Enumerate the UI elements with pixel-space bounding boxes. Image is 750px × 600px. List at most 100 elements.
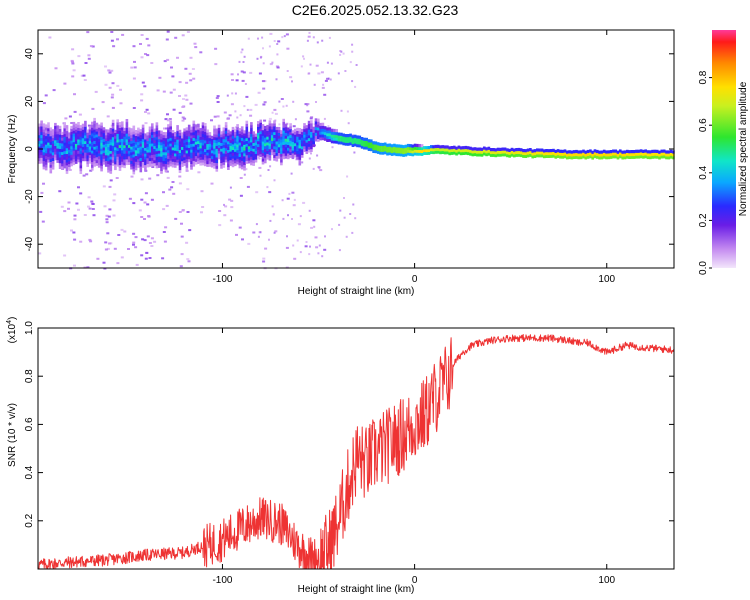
noise-pixel — [354, 85, 357, 88]
spectrogram-cell — [485, 153, 488, 157]
spectrogram-cell — [257, 138, 260, 142]
noise-pixel — [354, 217, 357, 220]
noise-pixel — [230, 73, 234, 76]
spectrogram-cell — [289, 151, 292, 155]
spectrogram-cell — [201, 159, 205, 163]
spectrogram-cell — [197, 155, 200, 159]
spectrogram-cell — [84, 120, 87, 124]
spectrogram-cell — [275, 158, 279, 162]
spectrogram-cell — [100, 139, 103, 143]
spectrogram-cell — [303, 146, 306, 150]
spectrogram-cell — [494, 151, 498, 155]
spectrogram-cell — [234, 128, 237, 132]
spectrogram-cell — [409, 149, 412, 153]
spectrogram-cell — [293, 131, 297, 135]
spectrogram-cell — [153, 160, 156, 164]
noise-pixel — [162, 231, 166, 233]
spectrogram-cell — [146, 152, 149, 156]
spectrogram-cell — [441, 145, 445, 149]
spectrogram-cell — [240, 143, 244, 147]
noise-pixel — [83, 79, 87, 81]
spectrogram-cell — [448, 149, 451, 153]
spectrogram-cell — [240, 132, 244, 136]
spectrogram-cell — [116, 119, 119, 123]
spectrogram-cell — [102, 158, 106, 162]
noise-pixel — [141, 238, 145, 241]
noise-pixel — [166, 113, 169, 116]
spectrogram-cell — [217, 130, 221, 134]
noise-pixel — [68, 115, 72, 118]
spectrogram-cell — [167, 158, 170, 162]
spectrogram-cell — [529, 153, 532, 157]
spectrogram-cell — [589, 149, 592, 153]
spectrogram-cell — [635, 152, 638, 156]
spectrogram-cell — [151, 151, 154, 156]
noise-pixel — [104, 65, 107, 68]
spectrogram-cell — [480, 150, 484, 154]
spectrogram-cell — [227, 155, 230, 159]
spectrogram-cell — [427, 146, 431, 150]
spectrogram-cell — [234, 154, 237, 158]
spectrogram-cell — [222, 164, 226, 168]
spectrogram-cell — [204, 123, 207, 127]
spectrogram-cell — [307, 135, 311, 139]
spectrogram-cell — [432, 145, 435, 149]
noise-pixel — [218, 224, 222, 227]
spectrogram-cell — [97, 124, 101, 128]
spectrogram-cell — [38, 134, 41, 139]
spectrogram-cell — [56, 131, 59, 135]
spectrogram-cell — [91, 138, 94, 143]
spectrogram-cell — [280, 139, 283, 143]
spectrogram-cell — [114, 158, 117, 162]
spectrogram-cell — [370, 145, 373, 149]
spectrogram-cell — [181, 135, 184, 139]
spectrogram-cell — [139, 157, 143, 161]
spectrogram-cell — [139, 152, 143, 156]
spectrogram-cell — [86, 155, 89, 159]
spectrogram-cell — [118, 133, 122, 137]
spectrogram-cell — [114, 155, 117, 159]
spectrogram-cell — [132, 128, 136, 132]
spectrogram-cell — [148, 157, 152, 162]
spectrogram-cell — [160, 142, 163, 146]
spectrogram-cell — [217, 150, 221, 154]
noise-pixel — [282, 217, 285, 220]
spectrogram-cell — [319, 122, 322, 127]
spectrogram-cell — [270, 149, 274, 153]
noise-pixel — [313, 83, 316, 86]
spectrogram-cell — [517, 150, 521, 154]
spectrogram-cell — [655, 149, 659, 153]
spectrogram-cell — [250, 153, 253, 157]
spectrogram-cell — [653, 149, 657, 153]
noise-pixel — [143, 218, 146, 220]
spectrogram-cell — [579, 156, 583, 160]
spectrogram-cell — [162, 149, 166, 153]
spectrogram-cell — [77, 147, 80, 151]
spectrogram-cell — [174, 147, 177, 151]
noise-pixel — [165, 204, 169, 207]
spectrogram-cell — [506, 151, 509, 155]
spectrogram-cell — [326, 127, 329, 131]
spectrogram-cell — [44, 141, 48, 145]
spectrogram-cell — [97, 138, 101, 142]
spectrogram-cell — [402, 150, 405, 155]
spectrogram-cell — [351, 138, 355, 142]
spectrogram-cell — [247, 140, 251, 144]
spectrogram-cell — [174, 136, 177, 140]
noise-pixel — [323, 93, 327, 96]
spectrogram-cell — [151, 154, 154, 158]
noise-pixel — [269, 63, 273, 66]
spectrogram-cell — [319, 134, 322, 138]
spectrogram-cell — [222, 141, 226, 145]
spectrogram-cell — [187, 159, 191, 163]
noise-pixel — [101, 101, 105, 104]
noise-pixel — [165, 127, 169, 130]
spectrogram-cell — [204, 148, 207, 152]
spectrogram-cell — [469, 152, 472, 156]
noise-pixel — [38, 252, 42, 255]
snr-panel: -100 0 100 0.20.40.60.81.0 Height of strai… — [6, 317, 675, 595]
spectrogram-cell — [628, 153, 631, 157]
spectrogram-cell — [508, 151, 511, 155]
spectrogram-cell — [107, 135, 110, 139]
